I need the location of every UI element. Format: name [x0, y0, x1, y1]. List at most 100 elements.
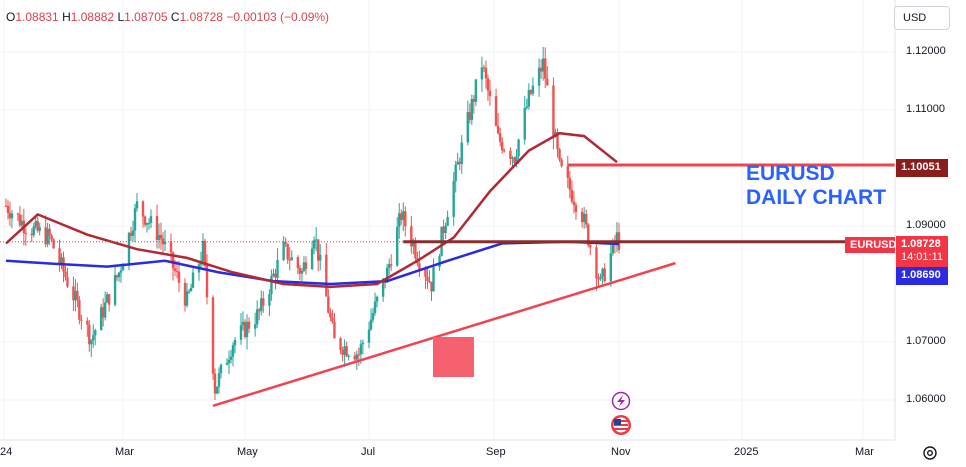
candle	[410, 216, 413, 254]
candle	[270, 269, 273, 301]
candle	[52, 238, 55, 249]
candle	[426, 267, 429, 290]
candle	[529, 89, 533, 96]
candle	[203, 238, 207, 271]
candle	[558, 147, 561, 163]
candle	[389, 254, 393, 272]
candle	[145, 222, 149, 233]
candle	[72, 276, 75, 312]
candle	[36, 216, 39, 233]
candle	[6, 200, 10, 220]
candle	[597, 273, 600, 288]
candle	[503, 148, 506, 153]
candle	[38, 222, 41, 236]
candle	[568, 171, 572, 199]
candle	[227, 350, 231, 374]
candle	[197, 262, 201, 281]
candle	[615, 222, 619, 253]
candle	[319, 243, 322, 271]
candle	[103, 291, 107, 321]
candle	[231, 342, 235, 367]
candle	[239, 313, 243, 345]
candle	[442, 219, 445, 241]
candle	[215, 386, 219, 395]
candle	[428, 270, 431, 284]
settings-gear-icon[interactable]	[921, 444, 939, 462]
candle	[500, 137, 504, 154]
us-flag-icon[interactable]	[611, 415, 631, 435]
price-tag-value: 1.08728	[901, 238, 941, 250]
chart-annotation: EURUSD DAILY CHART	[746, 162, 886, 210]
candle	[472, 95, 476, 114]
candle	[609, 245, 613, 287]
candle	[574, 202, 578, 220]
candle	[185, 283, 189, 308]
candle	[488, 79, 492, 106]
candle	[24, 227, 28, 246]
candle	[201, 233, 205, 267]
open-key: O	[6, 10, 16, 24]
candle	[458, 157, 461, 171]
candle	[369, 308, 373, 331]
candle	[90, 339, 93, 357]
candle	[484, 60, 488, 89]
candle	[86, 317, 89, 337]
candle	[486, 74, 490, 101]
candle	[404, 206, 407, 237]
candle	[316, 239, 320, 272]
candle	[286, 243, 289, 265]
candle	[74, 279, 77, 312]
candle	[76, 282, 79, 308]
candle	[589, 241, 592, 255]
low-value: 1.08705	[124, 10, 168, 24]
candle	[523, 95, 526, 145]
lightning-icon[interactable]	[611, 391, 631, 411]
ohlc-legend: O1.08831 H1.08882 L1.08705 C1.08728 −0.0…	[6, 10, 329, 24]
candle	[129, 226, 133, 242]
candle	[66, 267, 69, 289]
candle	[225, 358, 229, 366]
candle	[105, 292, 109, 303]
candle	[345, 341, 348, 358]
candle	[115, 274, 119, 281]
candle	[253, 312, 257, 337]
ma-price-tag: 1.08690	[896, 267, 948, 285]
candle	[595, 244, 598, 291]
candle-series	[4, 46, 621, 400]
candle	[387, 258, 391, 275]
candle	[117, 271, 121, 282]
time-tick-label: Nov	[611, 446, 631, 458]
candle	[527, 83, 531, 110]
candle	[78, 296, 81, 325]
candle	[430, 281, 433, 301]
candle	[333, 312, 336, 339]
candle	[456, 152, 459, 165]
close-key: C	[170, 10, 180, 24]
candle	[566, 155, 569, 189]
candle	[560, 157, 563, 168]
candle	[617, 222, 621, 254]
candle	[304, 256, 308, 275]
high-value: 1.08882	[70, 10, 115, 24]
highlight-box	[433, 337, 474, 377]
support-trendline	[212, 261, 676, 407]
candle	[300, 268, 304, 282]
candle	[50, 233, 53, 243]
candle	[88, 320, 91, 352]
candle	[189, 283, 193, 292]
candle	[444, 222, 447, 240]
currency-selector[interactable]: USD	[894, 6, 950, 30]
time-tick-label: 2025	[734, 446, 759, 458]
candle	[298, 264, 302, 281]
symbol-tag: EURUSD	[845, 237, 896, 253]
candle	[585, 209, 588, 229]
candle	[482, 64, 486, 73]
candle	[371, 307, 375, 323]
annotation-line-2: DAILY CHART	[746, 186, 887, 209]
candle	[539, 59, 543, 79]
candle	[480, 56, 484, 92]
candle	[18, 206, 22, 228]
candle	[290, 250, 293, 261]
candle	[327, 288, 330, 314]
